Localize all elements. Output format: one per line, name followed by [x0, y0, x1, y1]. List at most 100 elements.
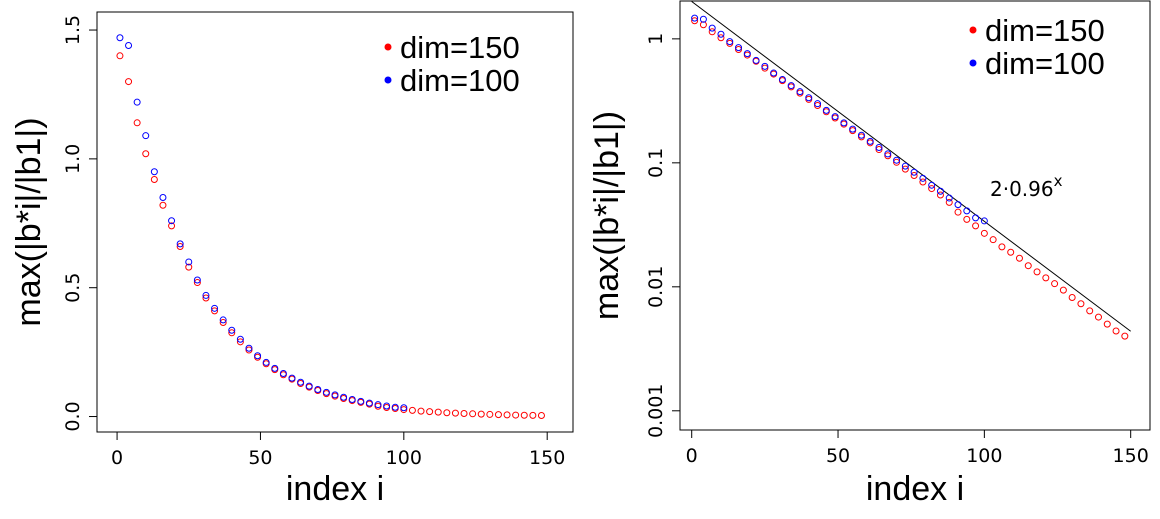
point [1068, 294, 1076, 302]
legend-label: dim=100 [985, 46, 1105, 81]
point [142, 150, 150, 158]
point [717, 34, 725, 42]
annotation: 2·0.96x [990, 172, 1063, 201]
point [451, 409, 459, 417]
point [469, 410, 477, 418]
point [331, 391, 339, 399]
point [945, 194, 953, 202]
point [133, 98, 141, 106]
point [219, 316, 227, 324]
reference-line [691, 1, 1131, 332]
point [211, 307, 219, 315]
point [954, 201, 962, 209]
point [831, 113, 839, 121]
y-tick-label: 0.0 [62, 401, 84, 431]
point [752, 56, 760, 64]
point [202, 294, 210, 302]
legend-marker [384, 76, 392, 84]
y-tick-label: 0.01 [645, 266, 667, 308]
y-axis-label: max(|b*i|/|b1|) [588, 111, 626, 320]
point [1121, 332, 1129, 340]
point [1024, 262, 1032, 270]
point [211, 304, 219, 312]
point [1051, 280, 1059, 288]
y-tick-label: 0.5 [62, 273, 84, 303]
point [297, 378, 305, 386]
x-tick-label: 150 [1113, 445, 1149, 467]
point [228, 329, 236, 337]
point [202, 291, 210, 299]
point [365, 399, 373, 407]
y-tick-label: 0.001 [645, 384, 667, 438]
point [1103, 320, 1111, 328]
point [919, 178, 927, 186]
point [443, 409, 451, 417]
point [400, 404, 408, 412]
point [193, 276, 201, 284]
point [314, 385, 322, 393]
point [796, 88, 804, 96]
point [1033, 268, 1041, 276]
point [193, 279, 201, 287]
point [691, 14, 699, 22]
point [262, 358, 270, 366]
point [477, 410, 485, 418]
point [168, 222, 176, 230]
point [228, 326, 236, 334]
point [434, 408, 442, 416]
legend-label: dim=150 [400, 30, 520, 65]
point [305, 382, 313, 390]
point [236, 335, 244, 343]
point [245, 344, 253, 352]
point [884, 150, 892, 158]
point [884, 152, 892, 160]
point [185, 258, 193, 266]
x-axis-label: index i [286, 470, 384, 508]
point [840, 119, 848, 127]
annotation-superscript: x [1054, 172, 1063, 190]
x-tick-label: 150 [529, 447, 565, 469]
point [150, 168, 158, 176]
annotation-text: 2·0.96 [990, 177, 1054, 201]
point [529, 411, 537, 419]
point [150, 175, 158, 183]
point [910, 172, 918, 180]
point [159, 201, 167, 209]
point [875, 146, 883, 154]
y-tick-label: 1 [645, 33, 667, 45]
point [374, 401, 382, 409]
point [761, 64, 769, 72]
point [963, 207, 971, 215]
point [989, 236, 997, 244]
point [901, 165, 909, 173]
point [1042, 274, 1050, 282]
x-tick-label: 0 [111, 447, 123, 469]
point [866, 137, 874, 145]
point [954, 208, 962, 216]
legend-label: dim=150 [985, 13, 1105, 48]
point [254, 352, 262, 360]
plot-frame [679, 0, 1151, 431]
legend-marker [969, 26, 977, 34]
point [708, 28, 716, 36]
point [357, 397, 365, 405]
point [159, 194, 167, 202]
panel: 0 50 100 150 1 0.1 0.01 0.001 index i max(|b*i|/|… [588, 0, 1151, 508]
point [116, 52, 124, 60]
point [486, 410, 494, 418]
point [814, 102, 822, 110]
y-tick-label: 1.5 [62, 15, 84, 45]
point [537, 412, 545, 420]
point [520, 411, 528, 419]
point [176, 242, 184, 250]
point [735, 44, 743, 52]
point [417, 407, 425, 415]
x-tick-label: 100 [966, 445, 1002, 467]
point [761, 62, 769, 70]
point [391, 403, 399, 411]
point [168, 217, 176, 225]
point [340, 393, 348, 401]
point [125, 41, 133, 49]
point [928, 185, 936, 193]
point [787, 82, 795, 90]
